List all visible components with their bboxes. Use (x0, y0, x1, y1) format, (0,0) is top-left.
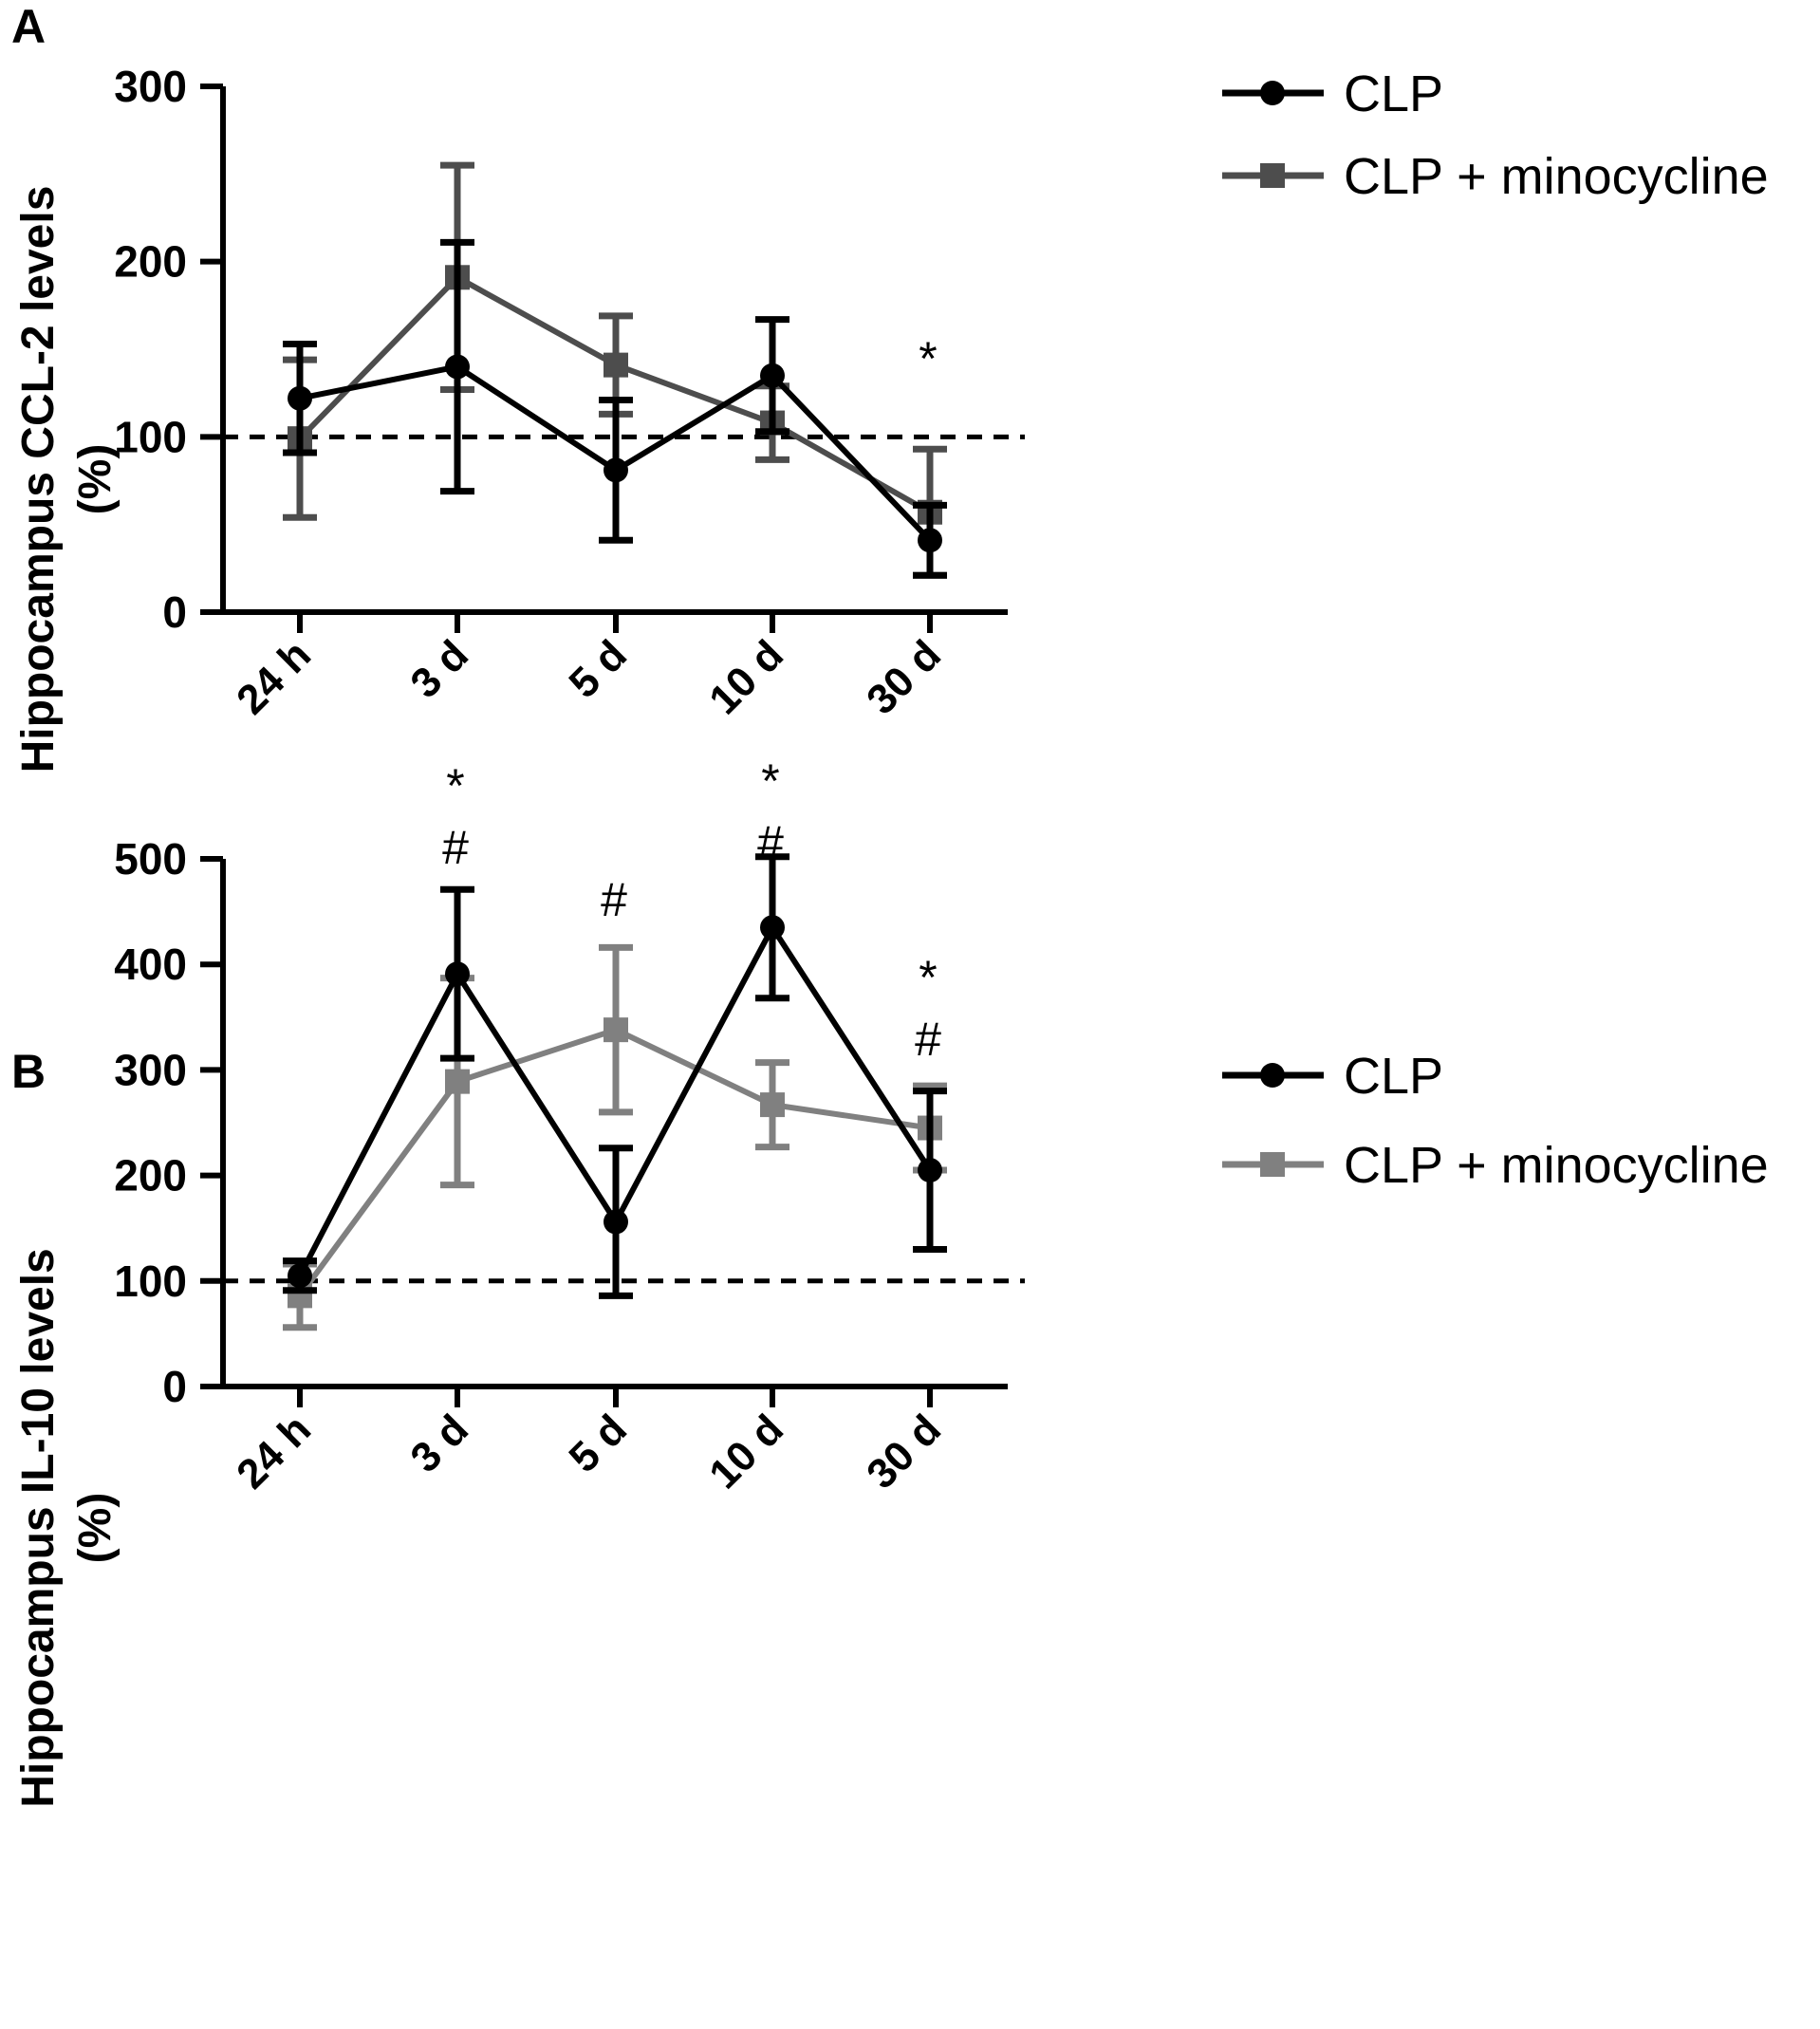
panel-b-legend: CLP CLP + minocycline (1222, 1048, 1769, 1194)
panel-b: B Hippocampus IL-10 levels (%) 0 100 200 30… (11, 754, 1769, 1808)
x-tick-label: 3 d (401, 1405, 477, 1481)
legend-clp-circle-marker (1260, 81, 1285, 105)
significance-marker: * (919, 951, 937, 1004)
panel-a-y-axis-title-line2: (%) (70, 444, 121, 515)
data-point-square (445, 1069, 470, 1094)
data-point-circle (604, 457, 628, 483)
data-point-circle (918, 1158, 942, 1183)
panel-a-letter: A (11, 0, 46, 53)
x-tick-label: 10 d (700, 631, 792, 723)
legend-clp-label: CLP (1344, 65, 1443, 122)
x-tick-label: 5 d (560, 1405, 636, 1481)
x-tick-label: 30 d (858, 1405, 950, 1498)
data-point-circle (288, 385, 312, 411)
panel-a-y-axis-title: Hippocampus CCL-2 levels (%) (13, 186, 121, 773)
series-clp (283, 853, 947, 1299)
x-tick-label: 3 d (401, 631, 477, 707)
significance-marker: # (915, 1013, 941, 1066)
data-point-circle (288, 1263, 312, 1289)
significance-marker: * (761, 754, 779, 808)
panel-b-y-axis-title-line2: (%) (70, 1493, 121, 1564)
y-tick-label: 0 (162, 587, 187, 637)
panel-b-plot-area: 0 100 200 300 400 500 24 h 3 d 5 d 10 d 30 d * # # * # *… (114, 754, 1025, 1498)
x-tick-label: 24 h (228, 1405, 320, 1498)
data-point-circle (918, 528, 942, 553)
data-point-circle (445, 354, 470, 380)
x-tick-label: 24 h (228, 631, 320, 723)
legend-clp-label: CLP (1344, 1048, 1443, 1105)
x-tick-label: 10 d (700, 1405, 792, 1498)
data-point-circle (760, 363, 785, 388)
data-point-circle (604, 1209, 628, 1235)
significance-marker: * (919, 332, 937, 385)
significance-marker: # (442, 821, 469, 874)
panel-a-plot-area: 0 100 200 300 24 h 3 d 5 d 10 d 30 d * (114, 62, 1025, 723)
panel-a-legend: CLP CLP + minocycline (1222, 65, 1769, 205)
panel-b-y-axis-title-line1: Hippocampus IL-10 levels (13, 1248, 64, 1808)
y-tick-label: 400 (114, 940, 187, 989)
legend-clp-minocycline-label: CLP + minocycline (1344, 1137, 1769, 1194)
data-point-square (604, 352, 628, 378)
series-clp (283, 238, 947, 579)
y-tick-label: 200 (114, 237, 187, 287)
x-tick-label: 30 d (858, 631, 950, 723)
significance-marker: # (601, 873, 627, 926)
y-tick-label: 500 (114, 834, 187, 884)
panel-a-y-axis-title-line1: Hippocampus CCL-2 levels (13, 186, 64, 773)
panel-a: A Hippocampus CCL-2 levels (%) 0 100 200 30… (11, 0, 1769, 773)
data-point-circle (445, 961, 470, 987)
significance-marker: # (757, 816, 784, 869)
y-tick-label: 200 (114, 1151, 187, 1201)
significance-marker: * (446, 759, 464, 812)
legend-clp-minocycline-label: CLP + minocycline (1344, 148, 1769, 205)
legend-clp-circle-marker (1260, 1063, 1285, 1088)
y-tick-label: 0 (162, 1362, 187, 1411)
data-point-square (604, 1017, 628, 1043)
data-point-square (760, 1092, 785, 1118)
y-tick-label: 100 (114, 1256, 187, 1306)
legend-clp-minocycline-square-marker (1260, 163, 1285, 188)
y-tick-label: 300 (114, 1045, 187, 1094)
panel-b-letter: B (11, 1045, 46, 1098)
legend-clp-minocycline-square-marker (1260, 1152, 1285, 1177)
data-point-circle (760, 915, 785, 940)
y-tick-label: 100 (114, 412, 187, 461)
y-tick-label: 300 (114, 62, 187, 111)
x-tick-label: 5 d (560, 631, 636, 707)
panel-b-y-axis-title: Hippocampus IL-10 levels (%) (13, 1248, 121, 1808)
